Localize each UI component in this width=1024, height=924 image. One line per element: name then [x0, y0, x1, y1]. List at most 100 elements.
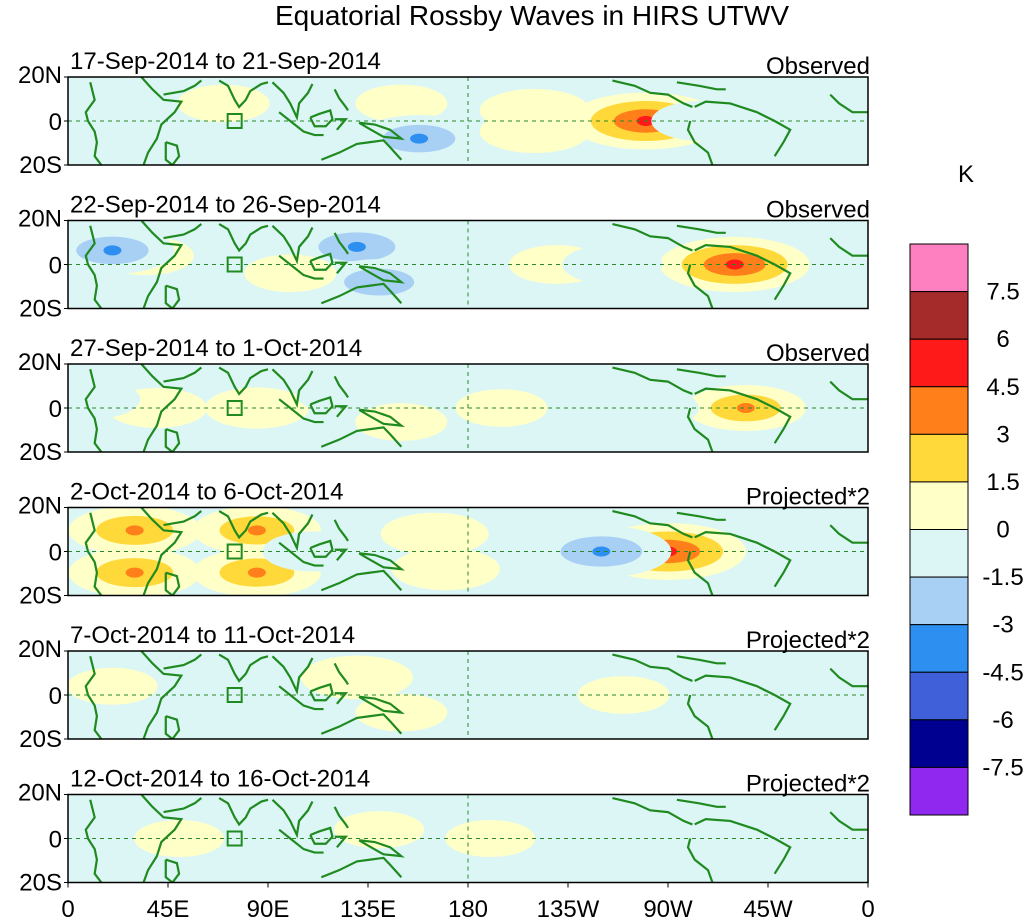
coastline: [612, 79, 693, 108]
map-panel-1: 20N 0 20S 17-Sep-2014 to 21-Sep-2014 Observe…: [18, 48, 870, 179]
coastline: [334, 118, 349, 131]
coastline: [320, 569, 403, 592]
colorbar-label: -7.5: [982, 754, 1023, 781]
coastline: [686, 694, 714, 739]
anomaly-contour: [533, 819, 626, 858]
coastline: [309, 396, 334, 415]
lon-label-5: 135W: [537, 896, 600, 923]
coastline: [829, 667, 868, 688]
coastline: [694, 100, 792, 157]
colorbar-label: 7.5: [986, 279, 1019, 306]
coastline: [84, 656, 103, 739]
colorbar-swatch: [909, 433, 969, 483]
coastline: [686, 264, 714, 309]
coastline: [612, 653, 693, 682]
coastline: [334, 835, 349, 849]
coastline: [320, 856, 403, 879]
coastline: [676, 368, 726, 378]
panel-period: 27-Sep-2014 to 1-Oct-2014: [70, 335, 362, 362]
coastline: [309, 252, 334, 271]
coastline: [163, 797, 203, 814]
coastline: [612, 222, 693, 252]
coastline: [333, 806, 349, 829]
anomaly-contour: [479, 110, 590, 154]
coastline: [676, 511, 726, 521]
coastline: [163, 79, 203, 96]
anomaly-contour: [68, 667, 158, 705]
lon-label-1: 45E: [147, 896, 190, 923]
lat-label-20S: 20S: [19, 726, 62, 753]
coastline: [612, 796, 693, 826]
anomaly-contour: [68, 379, 141, 420]
coastline: [218, 510, 269, 540]
panel-period: 17-Sep-2014 to 21-Sep-2014: [70, 48, 381, 75]
coastline: [333, 232, 349, 255]
coastline: [140, 794, 184, 883]
coastline: [218, 223, 269, 253]
lon-label-7: 45W: [743, 896, 793, 923]
anomaly-core: [247, 567, 266, 578]
coastline: [333, 88, 349, 112]
coastline: [320, 426, 403, 448]
coastline: [278, 111, 324, 137]
colorbar-label: 1.5: [986, 469, 1019, 496]
panel-type: Projected*2: [746, 484, 870, 511]
coastline: [320, 139, 403, 161]
coastline: [358, 121, 405, 141]
coastline: [164, 858, 181, 883]
lat-label-0: 0: [49, 540, 62, 567]
coastline: [163, 510, 203, 527]
reference-box: [226, 687, 243, 703]
coastline: [309, 683, 334, 702]
coastline: [676, 224, 726, 234]
lat-label-0: 0: [49, 683, 62, 710]
colorbar-swatch: [909, 386, 969, 435]
coastline: [164, 571, 181, 596]
anomaly-contour: [244, 254, 337, 293]
lat-label-0: 0: [49, 109, 62, 136]
coastline: [140, 651, 184, 739]
map-panel-6: 20N 0 20S 12-Oct-2014 to 16-Oct-2014 Project…: [18, 766, 870, 897]
reference-box: [226, 256, 243, 273]
coastline: [320, 713, 403, 735]
lat-label-0: 0: [49, 827, 62, 854]
coastline: [612, 366, 693, 395]
coastline: [694, 531, 792, 588]
map-panel-5: 20N 0 20S 7-Oct-2014 to 11-Oct-2014 Projecte…: [18, 622, 870, 753]
colorbar-label: 3: [996, 421, 1009, 448]
panel-period: 2-Oct-2014 to 6-Oct-2014: [70, 479, 343, 506]
colorbar-swatch: [909, 338, 969, 388]
anomaly-core: [125, 567, 144, 578]
coastline: [218, 653, 269, 683]
coastline: [333, 662, 349, 686]
anomaly-contour: [155, 676, 248, 714]
coastline: [334, 692, 349, 705]
coastline: [358, 408, 405, 428]
coastline: [686, 120, 714, 165]
coastline: [694, 674, 792, 731]
coastline: [140, 77, 184, 165]
reference-box: [226, 400, 243, 416]
anomaly-core: [410, 133, 429, 144]
coastline: [829, 93, 868, 114]
panel-period: 22-Sep-2014 to 26-Sep-2014: [70, 192, 381, 219]
colorbar-swatch: [909, 624, 969, 673]
coastline: [84, 512, 103, 596]
colorbar-unit: K: [958, 161, 974, 188]
colorbar-swatch: [909, 243, 969, 293]
lat-label-20N: 20N: [18, 493, 62, 520]
anomaly-contour: [702, 826, 811, 869]
coastline: [164, 428, 181, 452]
coastline: [829, 380, 868, 401]
lon-label-4: 180: [448, 896, 488, 923]
coastline: [163, 653, 203, 670]
coastline: [278, 685, 324, 711]
coastline: [218, 797, 269, 827]
anomaly-contour: [698, 681, 815, 727]
coastline: [309, 826, 334, 845]
lat-label-20S: 20S: [19, 870, 62, 897]
coastline: [271, 224, 314, 265]
coastline: [334, 261, 349, 275]
coastline: [676, 798, 726, 808]
anomaly-contour: [177, 84, 270, 123]
